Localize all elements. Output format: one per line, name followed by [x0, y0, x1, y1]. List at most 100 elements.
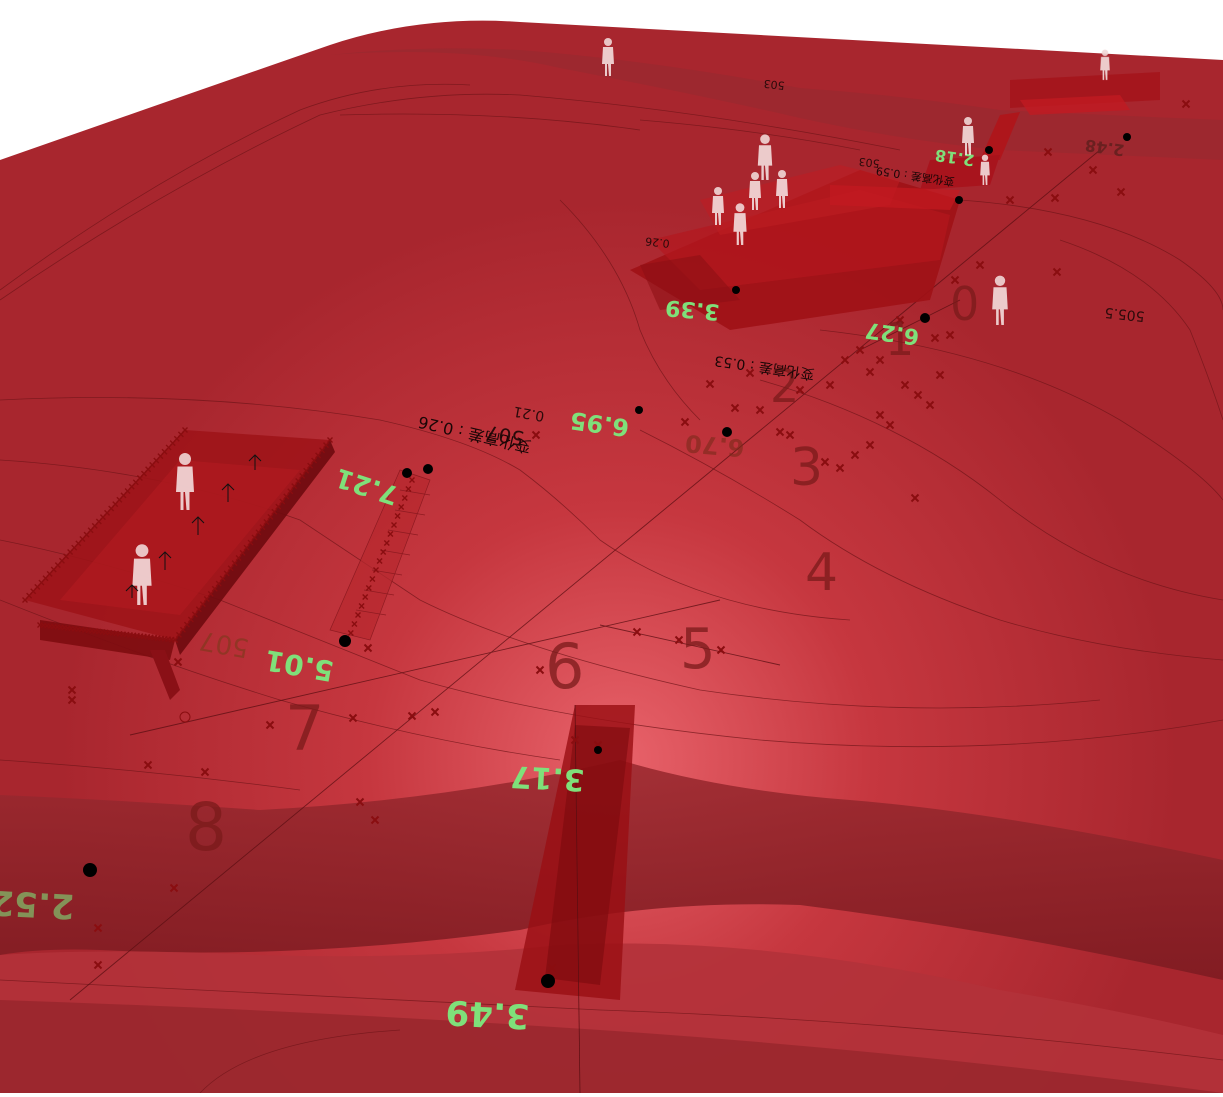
cross-marker	[820, 457, 830, 467]
cross-marker	[380, 549, 387, 555]
cross-marker	[34, 583, 41, 590]
cross-marker	[355, 612, 361, 618]
contour-label-0-26: 0.26	[645, 234, 671, 249]
cross-marker	[323, 442, 330, 449]
cross-marker	[91, 522, 98, 529]
station-numbers: 0 1 2 3 4 5 6 7 8	[185, 277, 979, 866]
cross-marker	[930, 333, 940, 343]
cross-marker	[303, 467, 310, 474]
left-platform	[25, 430, 335, 723]
cross-marker	[219, 575, 226, 582]
cross-marker	[1050, 193, 1060, 203]
cross-marker	[104, 509, 111, 516]
cross-marker	[362, 594, 369, 600]
cross-marker	[632, 627, 642, 637]
cross-marker	[191, 611, 198, 618]
cross-marker	[140, 470, 147, 477]
station-number-4: 4	[805, 543, 838, 603]
cross-marker	[885, 420, 895, 430]
cross-marker	[46, 570, 53, 577]
cross-marker	[283, 493, 290, 500]
cross-marker	[785, 430, 795, 440]
station-number-6: 6	[545, 630, 584, 703]
cross-marker	[705, 379, 715, 389]
cross-marker	[674, 635, 684, 645]
cross-marker	[299, 472, 306, 479]
cross-marker	[1043, 147, 1053, 157]
cross-marker	[295, 478, 302, 485]
cross-marker	[200, 767, 210, 777]
station-number-1: 1	[885, 312, 914, 366]
cross-marker	[355, 797, 365, 807]
bottom-boardwalk	[515, 704, 635, 1094]
station-number-8: 8	[185, 789, 227, 866]
cross-marker	[231, 560, 238, 567]
station-number-3: 3	[790, 438, 823, 498]
cross-marker	[271, 508, 278, 515]
cross-marker	[348, 713, 358, 723]
cross-marker	[895, 315, 905, 325]
cross-marker	[409, 477, 415, 483]
cross-marker	[407, 711, 417, 721]
contour-labels: 505.5 503 503 507 507 0.26 0.21	[197, 77, 1145, 663]
cross-marker	[535, 665, 545, 675]
cross-marker	[124, 488, 131, 495]
cross-marker	[398, 504, 405, 510]
cross-marker	[161, 448, 168, 455]
cross-marker	[172, 637, 178, 643]
elevation-label-3-39: 3.39	[664, 294, 720, 324]
cross-marker	[120, 492, 127, 499]
cross-marker	[745, 368, 755, 378]
cross-marker	[365, 585, 372, 591]
cross-marker	[259, 524, 266, 531]
cross-marker	[247, 539, 254, 546]
cross-marker	[54, 562, 61, 569]
cross-marker	[1181, 99, 1191, 109]
cross-marker	[177, 431, 184, 438]
cross-marker	[405, 486, 412, 492]
cross-marker	[203, 595, 210, 602]
cross-marker	[50, 566, 57, 573]
cross-marker	[363, 643, 373, 653]
cross-marker	[387, 531, 394, 537]
cross-marker	[93, 960, 103, 970]
cross-marker	[275, 503, 282, 510]
cross-marker	[825, 380, 835, 390]
cross-marker	[547, 963, 557, 973]
station-number-2: 2	[770, 359, 799, 413]
cross-marker	[215, 580, 222, 587]
cross-marker	[358, 603, 365, 609]
contour-lines	[0, 83, 1223, 1094]
cross-marker	[71, 544, 78, 551]
cross-marker	[319, 447, 326, 454]
cross-marker	[38, 579, 45, 586]
direction-arrows	[125, 454, 262, 598]
cross-marker	[865, 440, 875, 450]
cross-marker	[383, 540, 390, 546]
cross-marker	[136, 474, 143, 481]
cross-marker	[680, 417, 690, 427]
cross-marker	[287, 488, 294, 495]
cross-marker	[910, 493, 920, 503]
contour-label-503-b: 503	[858, 155, 880, 170]
stair-path	[329, 469, 431, 641]
cross-marker	[369, 576, 376, 582]
cross-marker	[83, 531, 90, 538]
cross-marker	[255, 529, 262, 536]
cross-marker	[875, 410, 885, 420]
cross-marker	[1005, 195, 1015, 205]
cross-marker	[112, 501, 119, 508]
cross-marker	[875, 355, 885, 365]
cross-marker	[183, 621, 190, 628]
cross-marker	[223, 570, 230, 577]
cross-marker	[795, 385, 805, 395]
cross-marker	[199, 601, 206, 608]
cross-marker	[925, 400, 935, 410]
elevation-label-3-17: 3.17	[510, 758, 586, 797]
cross-marker	[75, 540, 82, 547]
central-stepped-platform	[630, 165, 960, 330]
cross-marker	[149, 461, 156, 468]
cross-marker	[1052, 267, 1062, 277]
